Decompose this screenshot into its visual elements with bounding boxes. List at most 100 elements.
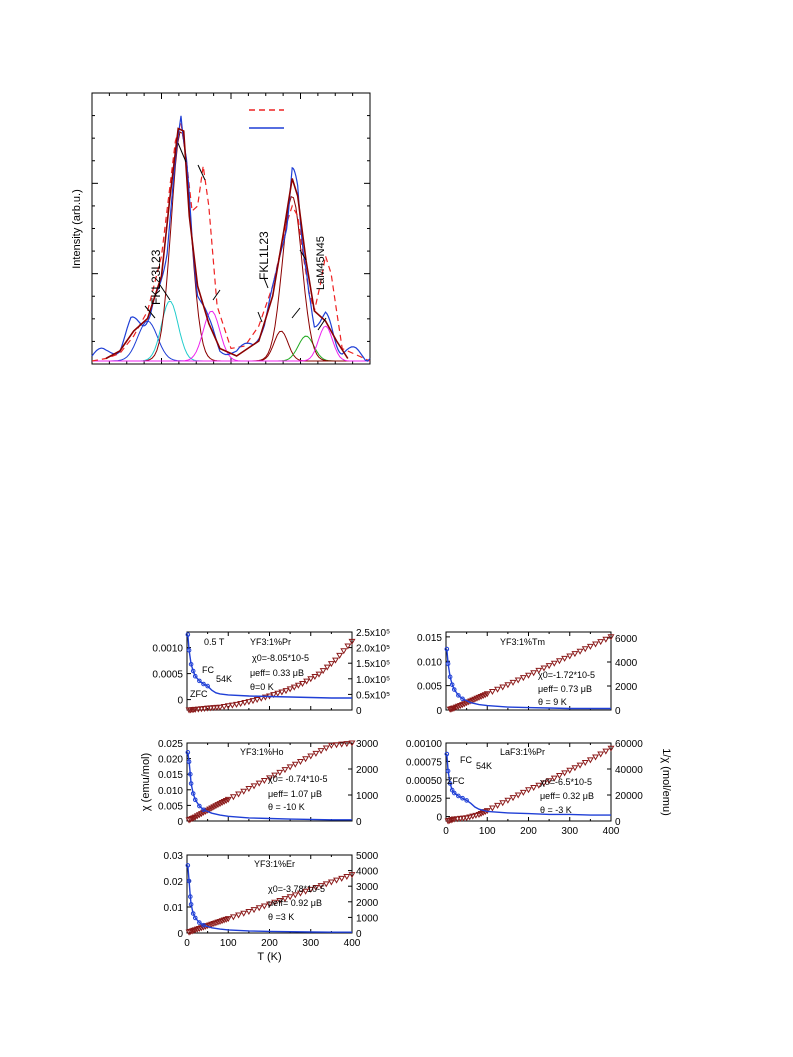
panel-2-chi-point xyxy=(451,687,457,692)
panel-3-chi-point xyxy=(201,807,206,813)
panel-1-annotation-6: ZFC xyxy=(190,689,208,699)
panel-4-inv-chi-point xyxy=(555,773,563,779)
peak-marker-7 xyxy=(291,307,301,319)
y-tick-label-left: 0 xyxy=(177,817,183,828)
x-tick-label: 0 xyxy=(443,826,449,837)
panel-2-inv-chi-point xyxy=(483,691,491,698)
y-tick-label-right: 60000 xyxy=(615,739,643,750)
panel-4-inv-chi-point xyxy=(561,770,569,777)
y-tick-label-right: 0.5x10⁵ xyxy=(356,690,390,701)
spectrum-series-1 xyxy=(91,115,371,362)
x-tick-label: 200 xyxy=(520,826,537,837)
panel-5-inv-chi-point xyxy=(302,888,310,895)
panel-3-inv-chi-point xyxy=(317,748,325,755)
peak-marker-9 xyxy=(317,317,327,331)
panel-1-inv-chi-point xyxy=(332,657,339,664)
panel-1-inv-chi-point xyxy=(274,690,282,697)
panel-1-chi-point xyxy=(188,661,194,667)
x-tick-label: 100 xyxy=(479,826,496,837)
panel-3-inv-chi-point xyxy=(188,816,196,823)
panel-3-annotation-3: θ = -10 K xyxy=(268,802,305,812)
panel-2-inv-chi-point xyxy=(597,639,605,646)
panel-3-inv-chi-point xyxy=(281,767,289,774)
panel-4-annotation-6: 54K xyxy=(476,761,492,771)
panel-5-inv-chi-point xyxy=(271,899,279,906)
y-tick-label-right: 2000 xyxy=(615,682,638,693)
panel-5-inv-chi-point xyxy=(281,896,289,903)
y-tick-label-left: 0.01 xyxy=(164,903,184,914)
panel-1-inv-chi-point xyxy=(290,684,298,691)
panel-4-inv-chi-point xyxy=(488,805,496,812)
panel-1-inv-chi-point xyxy=(216,704,224,711)
y-tick-label-left: 0.005 xyxy=(158,801,183,812)
panel-4-inv-chi-point xyxy=(472,812,480,819)
y-tick-label-right: 2.5x10⁵ xyxy=(356,628,390,639)
panel-4-inv-chi-point xyxy=(456,815,464,822)
x-tick-label: 0 xyxy=(184,938,190,949)
peak-label-fkl23l23: FKL23L23 xyxy=(149,249,163,305)
panel-3-inv-chi-point xyxy=(333,742,340,749)
panel-4-annotation-5: ZFC xyxy=(447,776,465,786)
panel-3-inv-chi-point xyxy=(266,775,273,782)
panel-3-annotation-0: YF3:1%Ho xyxy=(240,747,284,757)
panel-2-inv-chi-point xyxy=(571,651,579,658)
panel-5-chi-point xyxy=(186,878,192,884)
panel-3-inv-chi-point xyxy=(291,761,299,768)
panel-3-inv-chi-point xyxy=(190,815,198,822)
panel-2-chi-point xyxy=(447,674,453,680)
panel-2-inv-chi-point xyxy=(581,646,589,653)
peak-marker-0 xyxy=(144,305,156,319)
panel-3-inv-chi-point xyxy=(312,750,320,757)
panel-4-inv-chi-point xyxy=(466,814,474,821)
panel-5-inv-chi-point xyxy=(276,897,284,904)
y-tick-label-right: 0 xyxy=(615,706,621,717)
panel-1-chi-point xyxy=(190,668,196,674)
panel-2-inv-chi-point xyxy=(592,641,599,648)
y-tick-label-right: 2000 xyxy=(356,765,379,776)
y-tick-label-right: 0 xyxy=(356,817,362,828)
panel-4-inv-chi-point xyxy=(453,816,461,823)
panel-5-annotation-2: μeff= 0.92 μB xyxy=(268,898,322,908)
panel-3-inv-chi-point xyxy=(327,742,335,749)
peak-marker-8 xyxy=(299,249,307,261)
y-tick-label-left: 0.015 xyxy=(417,633,442,644)
panel-4-inv-chi-point xyxy=(566,767,574,774)
peak-marker-3 xyxy=(197,164,206,181)
panel-3-chi-point xyxy=(186,759,192,765)
y-tick-label-left: 0.010 xyxy=(417,657,442,668)
panel-2-inv-chi-point xyxy=(488,689,496,696)
x-tick-label: 300 xyxy=(302,938,319,949)
panel-5-inv-chi-point xyxy=(317,883,325,890)
y-tick-label-left: 0 xyxy=(436,813,442,824)
panel-1-inv-chi-point xyxy=(201,705,208,712)
panel-1-inv-chi-point xyxy=(327,661,335,668)
panel-4-chi-point xyxy=(449,787,455,793)
panel-4-annotation-4: FC xyxy=(460,755,472,765)
panel-3-inv-chi-point xyxy=(343,741,351,748)
panel-4-inv-chi-point xyxy=(545,778,553,785)
panel-4-chi-point xyxy=(444,751,450,757)
y-tick-label-right: 3000 xyxy=(356,882,379,893)
y-tick-label-left: 0.015 xyxy=(158,770,183,781)
panel-1-inv-chi-point xyxy=(336,652,344,659)
panel-1-inv-chi-point xyxy=(197,706,205,713)
panel-3-chi-point xyxy=(192,797,198,803)
panel-3-inv-chi-point xyxy=(229,794,237,801)
panel-2-inv-chi-point xyxy=(545,663,553,670)
panel-2-inv-chi-point xyxy=(525,672,532,679)
panel-5-inv-chi-point xyxy=(235,912,243,919)
y-tick-label-right: 1.0x10⁵ xyxy=(356,675,390,686)
panel-5-inv-chi-point xyxy=(338,875,346,882)
panel-1-inv-chi-point xyxy=(191,706,199,713)
panel-1-inv-chi-point xyxy=(299,680,306,687)
x-tick-label: 200 xyxy=(261,938,278,949)
y-tick-label-left: 0.00100 xyxy=(406,739,443,750)
panel-5-inv-chi-point xyxy=(260,903,268,910)
panel-1-chi-point xyxy=(201,681,206,687)
y-tick-label-left: 0.0010 xyxy=(152,644,183,655)
y-axis-label-right: 1/χ (mol/emu) xyxy=(660,748,672,816)
panel-1-inv-chi-point xyxy=(261,694,269,701)
y-tick-label-left: 0.0005 xyxy=(152,670,183,681)
panel-3-inv-chi-point xyxy=(302,756,310,763)
y-tick-label-right: 20000 xyxy=(615,791,643,802)
